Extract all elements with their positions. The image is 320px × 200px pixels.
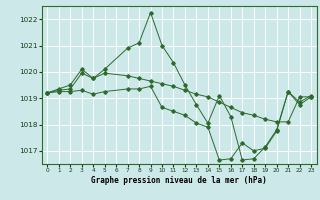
X-axis label: Graphe pression niveau de la mer (hPa): Graphe pression niveau de la mer (hPa) (91, 176, 267, 185)
